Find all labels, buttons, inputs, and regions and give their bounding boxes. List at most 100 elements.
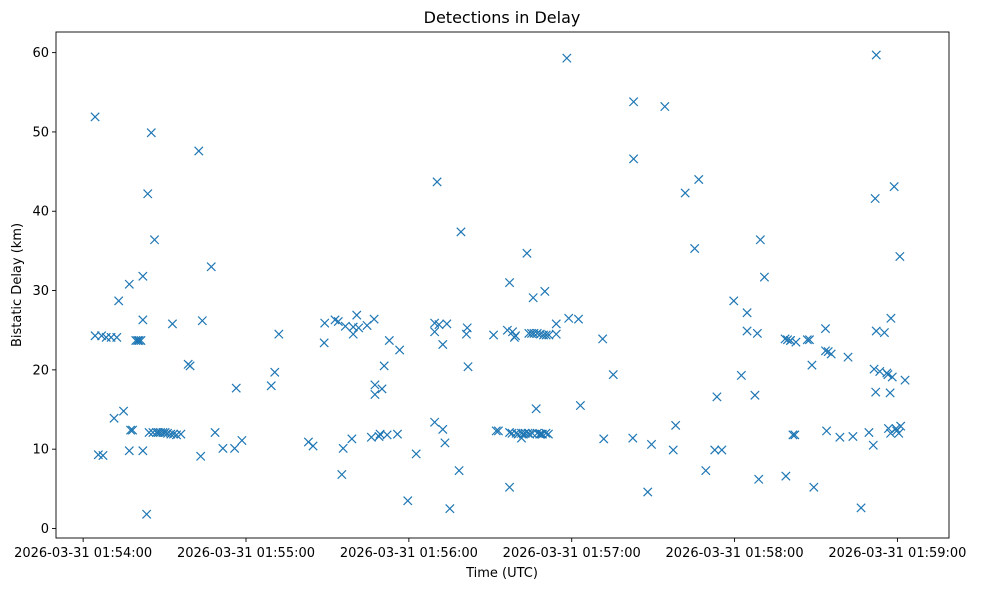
data-point xyxy=(540,286,550,296)
data-point xyxy=(167,319,178,329)
data-point xyxy=(755,235,765,245)
data-point xyxy=(395,345,405,355)
x-tick-label: 2026-03-31 01:57:00 xyxy=(503,546,641,561)
x-tick-label: 2026-03-31 01:55:00 xyxy=(177,546,315,561)
data-point xyxy=(736,370,746,381)
data-point xyxy=(804,335,815,345)
data-point xyxy=(752,328,762,339)
y-tick-label: 20 xyxy=(32,363,49,378)
data-point xyxy=(889,182,899,192)
data-point xyxy=(411,449,421,459)
data-point xyxy=(504,277,515,288)
data-point xyxy=(507,327,518,337)
data-point xyxy=(319,338,329,348)
data-point xyxy=(347,434,357,444)
data-point xyxy=(896,421,906,431)
data-point xyxy=(438,339,448,350)
data-point xyxy=(900,375,910,385)
data-point xyxy=(369,314,379,324)
marker-layer xyxy=(90,50,910,519)
data-point xyxy=(820,323,831,334)
data-point xyxy=(114,296,124,306)
plot-area: 2026-03-31 01:54:00 2026-03-31 01:55:00 20… xyxy=(14,31,966,561)
data-point xyxy=(109,413,119,423)
data-point xyxy=(525,429,535,439)
data-point xyxy=(826,349,836,359)
x-tick-label: 2026-03-31 01:54:00 xyxy=(14,546,152,561)
data-point xyxy=(432,177,442,187)
data-point xyxy=(782,335,793,345)
data-point xyxy=(671,420,681,431)
data-point xyxy=(491,426,501,436)
data-point xyxy=(138,271,148,281)
data-point xyxy=(210,427,220,438)
data-point xyxy=(454,465,464,476)
data-point xyxy=(541,428,551,438)
data-point xyxy=(442,319,452,329)
data-point xyxy=(790,430,800,440)
data-point xyxy=(883,369,893,380)
data-point xyxy=(660,101,670,112)
data-point xyxy=(885,388,895,398)
data-point xyxy=(370,389,380,400)
data-point xyxy=(887,372,897,382)
data-point xyxy=(701,465,711,476)
data-point xyxy=(886,313,896,323)
data-point xyxy=(894,428,904,438)
data-point xyxy=(599,434,609,444)
data-point xyxy=(871,387,881,397)
data-point xyxy=(348,329,358,339)
data-point xyxy=(377,384,387,394)
data-point xyxy=(370,380,380,390)
data-point xyxy=(820,346,831,356)
data-point xyxy=(564,313,574,323)
data-point xyxy=(843,352,853,362)
data-point xyxy=(237,435,247,446)
data-point xyxy=(895,251,905,262)
data-point xyxy=(374,431,384,442)
data-point xyxy=(229,443,240,454)
data-point xyxy=(883,423,894,434)
data-point xyxy=(628,433,638,443)
data-point xyxy=(134,335,144,346)
x-tick-label: 2026-03-31 01:59:00 xyxy=(828,546,966,561)
data-point xyxy=(646,439,657,450)
data-point xyxy=(340,321,350,331)
data-point xyxy=(440,438,450,448)
data-point xyxy=(194,146,204,156)
y-tick-label: 30 xyxy=(32,284,49,299)
data-point xyxy=(136,335,146,346)
data-point xyxy=(690,243,700,254)
data-point xyxy=(206,262,216,272)
y-tick-label: 60 xyxy=(32,46,49,61)
data-point xyxy=(856,503,866,513)
data-point xyxy=(124,279,134,289)
data-point xyxy=(274,329,284,339)
y-tick-label: 50 xyxy=(32,125,49,140)
data-point xyxy=(788,430,798,440)
data-point xyxy=(138,446,148,456)
data-point xyxy=(522,248,532,258)
data-point xyxy=(338,443,348,454)
data-point xyxy=(434,320,444,330)
chart-title: Detections in Delay xyxy=(424,8,581,27)
data-point xyxy=(710,445,720,455)
data-point xyxy=(835,432,845,442)
data-point xyxy=(781,471,791,481)
data-point xyxy=(543,429,553,439)
data-point xyxy=(551,319,561,329)
data-point xyxy=(870,193,880,204)
data-point xyxy=(176,429,186,439)
data-point xyxy=(541,330,551,340)
data-point xyxy=(270,367,280,377)
data-point xyxy=(864,427,874,438)
data-point xyxy=(90,331,100,341)
data-point xyxy=(712,392,722,402)
data-point xyxy=(337,469,347,480)
data-point xyxy=(871,50,881,60)
data-point xyxy=(628,154,639,164)
data-point xyxy=(809,482,819,492)
data-point xyxy=(133,335,143,346)
data-point xyxy=(112,332,122,342)
